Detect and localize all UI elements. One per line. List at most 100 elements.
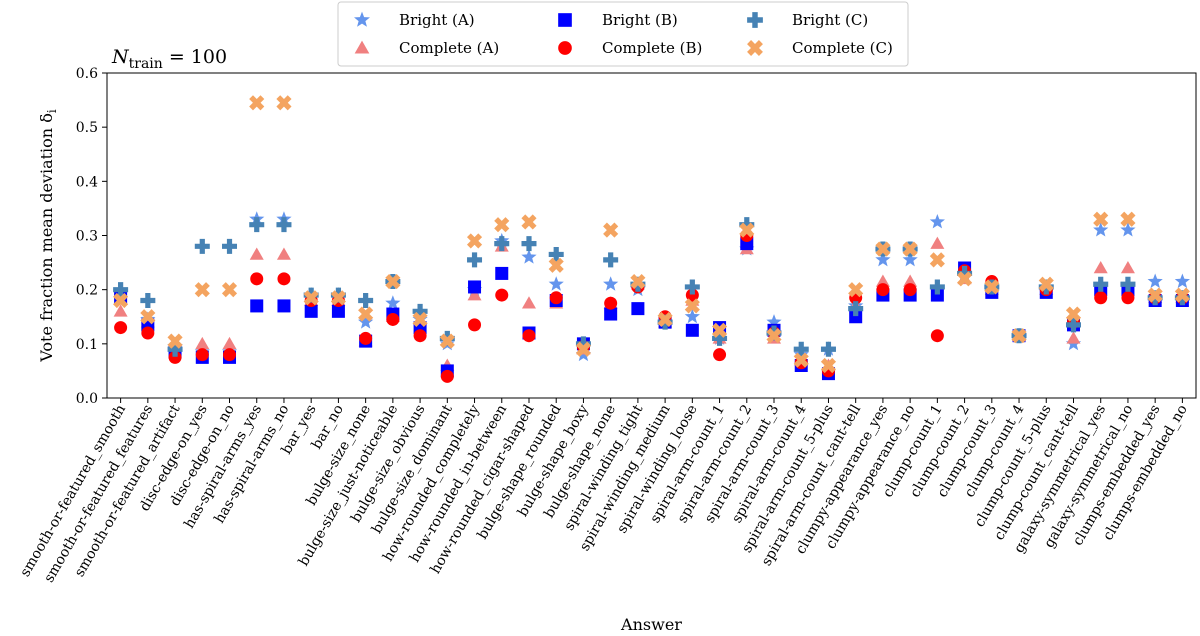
series-complete-a	[113, 236, 1190, 371]
data-point	[713, 348, 727, 362]
data-point	[223, 348, 237, 362]
data-point	[167, 341, 183, 357]
data-point	[685, 323, 699, 337]
y-tick-label: 0.6	[76, 66, 98, 82]
data-point	[249, 217, 265, 233]
data-point	[848, 282, 864, 298]
data-point	[521, 214, 537, 230]
data-point	[603, 222, 619, 238]
data-point	[412, 311, 428, 328]
data-point	[820, 357, 837, 374]
data-point	[930, 329, 944, 343]
data-point	[412, 303, 428, 319]
data-point	[466, 233, 483, 249]
legend-marker	[558, 41, 572, 55]
data-point	[140, 293, 156, 308]
data-point	[440, 369, 454, 383]
data-point	[1120, 222, 1136, 237]
data-point	[221, 282, 238, 298]
data-point	[167, 333, 183, 349]
data-point	[249, 95, 265, 111]
data-point	[875, 274, 890, 287]
data-point	[304, 304, 318, 318]
data-point	[685, 288, 699, 302]
legend-label: Bright (B)	[602, 11, 678, 29]
data-point	[439, 333, 455, 349]
data-point	[494, 217, 510, 233]
data-point	[521, 296, 536, 309]
data-point	[929, 279, 945, 295]
data-point	[358, 306, 374, 322]
data-point	[1093, 276, 1109, 292]
legend-frame	[337, 1, 909, 67]
data-point	[549, 291, 563, 305]
data-point	[766, 314, 782, 329]
n-train-annotation: Ntrain = 100	[111, 46, 227, 72]
legend-item: Bright (C)	[747, 11, 868, 29]
legend-item: Complete (B)	[558, 39, 702, 57]
x-axis-label: Answer	[620, 615, 682, 634]
data-point	[1120, 261, 1135, 274]
data-point	[331, 304, 345, 318]
data-point	[194, 238, 210, 254]
legend-marker	[558, 13, 572, 27]
data-point	[467, 288, 482, 301]
series-bright-a	[113, 211, 1190, 362]
data-point	[793, 352, 809, 368]
data-point	[604, 307, 618, 321]
legend-item: Complete (A)	[354, 39, 499, 57]
series-complete-b	[114, 229, 1189, 383]
data-point	[902, 251, 918, 267]
data-point	[684, 298, 700, 314]
data-point	[1120, 276, 1136, 292]
data-point	[712, 330, 728, 346]
legend-label: Bright (A)	[399, 11, 475, 29]
data-point	[494, 236, 510, 252]
legend-label: Complete (C)	[792, 39, 893, 57]
data-point	[548, 276, 564, 291]
data-point	[114, 321, 128, 335]
y-tick-label: 0.4	[76, 174, 98, 190]
data-point	[358, 314, 374, 329]
data-point	[277, 299, 291, 313]
data-point	[1065, 306, 1082, 322]
plot-frame	[106, 72, 1197, 399]
data-point	[113, 304, 128, 317]
data-point	[849, 310, 863, 324]
data-point	[521, 249, 537, 264]
data-point	[1174, 287, 1190, 303]
data-point	[604, 296, 618, 310]
data-point	[793, 341, 809, 357]
annotation-text: Ntrain = 100	[111, 46, 227, 72]
data-point	[603, 276, 619, 291]
legend-label: Complete (A)	[399, 39, 499, 57]
legend-label: Complete (B)	[602, 39, 702, 57]
data-point	[468, 318, 482, 332]
legend: Bright (A) Complete (A) Bright (B) Complete…	[337, 1, 909, 67]
data-point	[194, 282, 210, 298]
data-point	[222, 238, 238, 254]
data-point	[575, 336, 591, 352]
series-bright-b	[114, 237, 1189, 381]
data-point	[330, 290, 346, 306]
data-point	[657, 311, 673, 328]
data-point	[113, 282, 129, 298]
data-point	[957, 265, 973, 281]
data-point	[113, 292, 129, 309]
data-point	[276, 247, 291, 260]
data-point	[1094, 291, 1108, 305]
data-point	[467, 252, 483, 268]
data-point	[521, 236, 537, 252]
data-point	[903, 274, 918, 287]
data-point	[276, 95, 292, 111]
data-point	[250, 272, 264, 286]
legend-marker	[747, 40, 763, 56]
data-point	[984, 279, 1000, 295]
y-axis-label-sub: i	[45, 109, 59, 113]
data-point	[468, 280, 482, 294]
data-point	[386, 312, 400, 326]
y-axis-label: Vote fraction mean deviation δi	[37, 109, 59, 363]
legend-item: Complete (C)	[747, 39, 893, 57]
data-points	[113, 95, 1190, 383]
